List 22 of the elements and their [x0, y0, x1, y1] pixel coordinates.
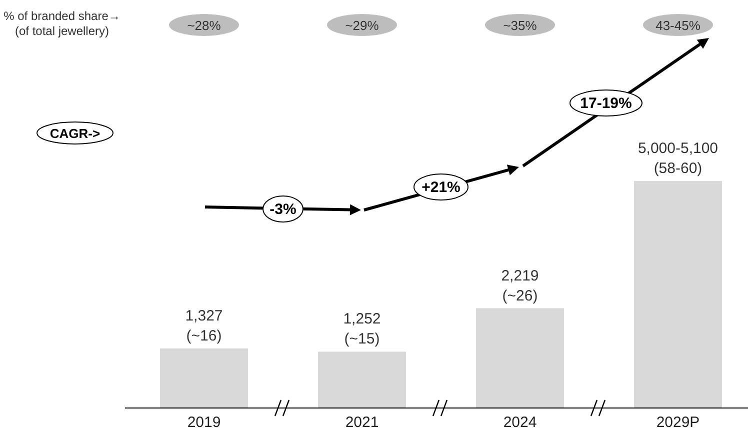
data-label: 1,252 (~15) [343, 310, 381, 348]
data-label: 5,000-5,100 (58-60) [638, 140, 718, 177]
annotation: +21% [422, 179, 460, 196]
text: 17-19% [580, 95, 632, 112]
x-tick-label: 2024 [503, 414, 537, 431]
x-tick-label: 2019 [187, 414, 221, 431]
text: ~35% [503, 18, 538, 33]
x-tick-label: 2021 [345, 414, 379, 431]
annotation: -3% [270, 201, 296, 218]
text: ~28% [187, 18, 222, 33]
text: % of branded share→ [4, 9, 120, 23]
text: (of total jewellery) [14, 24, 110, 38]
text: 43-45% [656, 18, 701, 33]
bar [634, 181, 722, 408]
x-tick-label: 2029P [656, 414, 700, 431]
data-label: 1,327 (~16) [185, 307, 223, 344]
bar [160, 348, 248, 408]
bar [318, 352, 406, 408]
text: CAGR-> [50, 126, 101, 141]
text: ~29% [345, 18, 380, 33]
data-label: 2,219 (~26) [501, 267, 539, 304]
bar [476, 308, 564, 408]
